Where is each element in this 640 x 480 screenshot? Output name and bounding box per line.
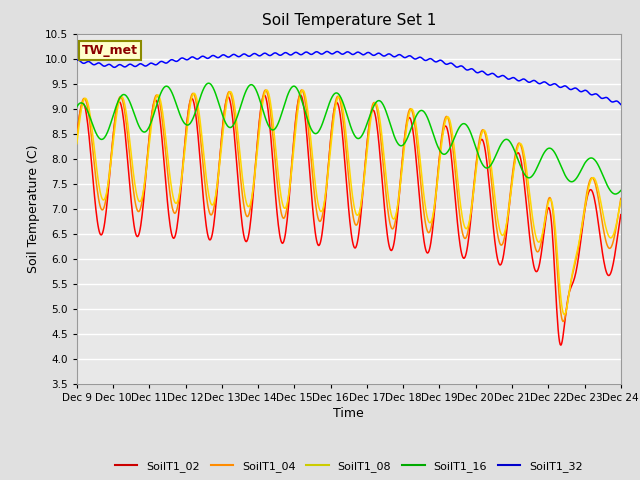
Title: Soil Temperature Set 1: Soil Temperature Set 1 <box>262 13 436 28</box>
Text: TW_met: TW_met <box>82 44 138 57</box>
Legend: SoilT1_02, SoilT1_04, SoilT1_08, SoilT1_16, SoilT1_32: SoilT1_02, SoilT1_04, SoilT1_08, SoilT1_… <box>110 457 588 477</box>
Y-axis label: Soil Temperature (C): Soil Temperature (C) <box>28 144 40 273</box>
X-axis label: Time: Time <box>333 407 364 420</box>
